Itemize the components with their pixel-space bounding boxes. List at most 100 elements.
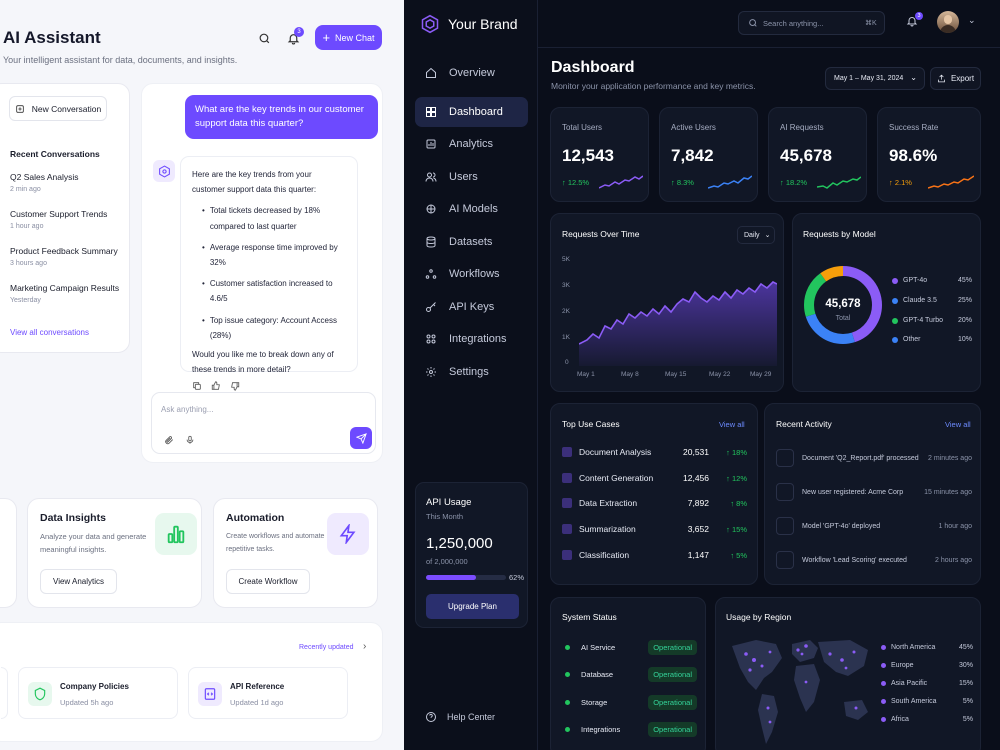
bell-icon[interactable] (906, 15, 918, 27)
conversation-time: 2 min ago (10, 186, 41, 193)
conversation-item[interactable]: Q2 Sales Analysis 2 min ago (10, 172, 79, 193)
sidebar-item-analytics[interactable]: Analytics (415, 129, 528, 159)
conversation-item[interactable]: Customer Support Trends 1 hour ago (10, 209, 107, 230)
chevron-right-icon[interactable]: › (363, 641, 367, 652)
system-status-card: System Status AI Service Operational Data… (550, 597, 706, 750)
search-icon[interactable] (253, 27, 275, 49)
new-conversation-button[interactable]: New Conversation (9, 96, 107, 121)
sparkline-chart (708, 175, 752, 189)
sidebar-item-overview[interactable]: Overview (415, 58, 528, 88)
legend-name: GPT-4 Turbo (903, 317, 944, 324)
use-cases-view-all-link[interactable]: View all (719, 420, 745, 429)
recently-updated-link[interactable]: Recently updated (299, 644, 354, 651)
sidebar-item-integrations[interactable]: Integrations (415, 324, 528, 354)
legend-dot (881, 699, 886, 704)
world-map (732, 640, 868, 744)
legend-name: GPT-4o (903, 277, 928, 284)
sidebar-item-label: Overview (449, 67, 495, 79)
home-icon (426, 67, 436, 78)
stat-value: 45,678 (780, 146, 832, 165)
feature-card-partial (0, 498, 17, 608)
conversation-item[interactable]: Product Feedback Summary 3 hours ago (10, 246, 118, 267)
workflow-icon (776, 551, 794, 569)
view-all-conversations-link[interactable]: View all conversations (10, 328, 90, 337)
stat-label: Active Users (671, 123, 716, 132)
conversation-item[interactable]: Marketing Campaign Results Yesterday (10, 283, 119, 304)
status-dot (565, 700, 570, 705)
region-pct: 5% (962, 698, 973, 705)
document-card[interactable]: Company Policies Updated 5h ago (18, 667, 178, 719)
sidebar-item-dashboard[interactable]: Dashboard (415, 97, 528, 127)
export-icon (938, 74, 945, 83)
usage-by-region-card: Usage by Region North America 45% Europe 3… (715, 597, 981, 750)
stat-card-total-users: Total Users 12,543 ↑ 12.5% (550, 107, 649, 202)
granularity-select[interactable]: Daily ⌄ (737, 226, 775, 244)
help-center-link[interactable]: Help Center (425, 711, 495, 723)
sidebar-item-label: API Keys (449, 301, 495, 313)
send-button[interactable] (350, 427, 372, 449)
document-title: Company Policies (60, 682, 129, 691)
thumbs-down-icon[interactable] (230, 381, 240, 391)
sidebar-item-users[interactable]: Users (415, 162, 528, 192)
brand[interactable]: Your Brand (420, 14, 518, 34)
stat-label: Success Rate (889, 123, 939, 132)
sidebar-item-workflows[interactable]: Workflows (415, 259, 528, 289)
conversation-title: Q2 Sales Analysis (10, 172, 79, 182)
activity-time: 2 minutes ago (928, 454, 972, 462)
export-button[interactable]: Export (930, 67, 981, 90)
status-name: AI Service (581, 643, 616, 652)
sidebar-item-api-keys[interactable]: API Keys (415, 292, 528, 322)
document-card[interactable]: API Reference Updated 1d ago (188, 667, 348, 719)
automation-card: Automation Create workflows and automate… (213, 498, 378, 608)
status-row: Database Operational (565, 667, 697, 682)
avatar[interactable] (937, 11, 959, 33)
status-badge: Operational (648, 667, 697, 682)
legend-dot (892, 297, 898, 304)
stat-card-success-rate: Success Rate 98.6% ↑ 2.1% (877, 107, 981, 202)
user-plus-icon (776, 483, 794, 501)
copy-icon[interactable] (192, 381, 202, 391)
page-subtitle: Your intelligent assistant for data, doc… (3, 55, 238, 65)
sidebar-item-datasets[interactable]: Datasets (415, 227, 528, 257)
search-input[interactable]: Search anything... (763, 19, 824, 28)
status-row: Storage Operational (565, 695, 697, 710)
system-status-title: System Status (562, 612, 617, 622)
new-chat-button[interactable]: + New Chat (315, 25, 382, 50)
view-analytics-button[interactable]: View Analytics (40, 569, 117, 594)
sidebar-item-label: Analytics (449, 138, 494, 150)
region-legend-item: Asia Pacific 15% (881, 680, 973, 687)
region-legend-item: Africa 5% (881, 716, 973, 723)
assistant-followup: Would you like me to break down any of t… (192, 349, 334, 375)
automation-desc: Create workflows and automate repetitive… (226, 533, 325, 553)
top-use-cases-card: Top Use Cases View all Document Analysis… (550, 403, 758, 585)
create-workflow-button[interactable]: Create Workflow (226, 569, 310, 594)
chat-input[interactable]: Ask anything... (161, 405, 214, 414)
chevron-down-icon: ⌄ (764, 232, 771, 239)
region-name: South America (891, 698, 937, 705)
sidebar-item-label: Integrations (449, 333, 507, 345)
attach-icon[interactable] (164, 435, 174, 445)
requests-area-chart (579, 281, 777, 366)
document-updated: Updated 1d ago (230, 698, 284, 707)
date-range-select[interactable]: May 1 – May 31, 2024 ⌄ (825, 67, 925, 90)
sidebar-item-settings[interactable]: Settings (415, 357, 528, 387)
api-usage-limit: of 2,000,000 (426, 557, 468, 566)
microphone-icon[interactable] (185, 435, 195, 445)
assistant-bullet: Average response time improved by 32% (209, 242, 338, 267)
ai-assistant-panel: AI Assistant Your intelligent assistant … (0, 0, 404, 750)
chevron-down-icon[interactable]: ⌄ (968, 15, 976, 25)
region-pct: 15% (958, 680, 973, 687)
upgrade-plan-button[interactable]: Upgrade Plan (426, 594, 519, 619)
sidebar-item-ai-models[interactable]: AI Models (415, 194, 528, 224)
thumbs-up-icon[interactable] (211, 381, 221, 391)
status-dot (565, 645, 570, 650)
use-case-name: Content Generation (579, 473, 654, 483)
region-legend-item: North America 45% (881, 644, 973, 651)
status-badge: Operational (648, 722, 697, 737)
recent-conversations-heading: Recent Conversations (10, 149, 100, 159)
search-box[interactable]: Search anything... ⌘K (738, 11, 885, 35)
assistant-bullet: Customer satisfaction increased to 4.6/5 (209, 279, 333, 304)
dashboard-subtitle: Monitor your application performance and… (551, 81, 756, 91)
chat-input-box[interactable]: Ask anything... (151, 392, 376, 454)
activity-view-all-link[interactable]: View all (945, 420, 971, 429)
